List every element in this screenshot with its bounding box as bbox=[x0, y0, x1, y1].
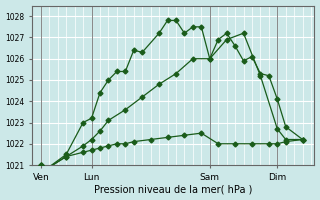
X-axis label: Pression niveau de la mer( hPa ): Pression niveau de la mer( hPa ) bbox=[94, 184, 252, 194]
